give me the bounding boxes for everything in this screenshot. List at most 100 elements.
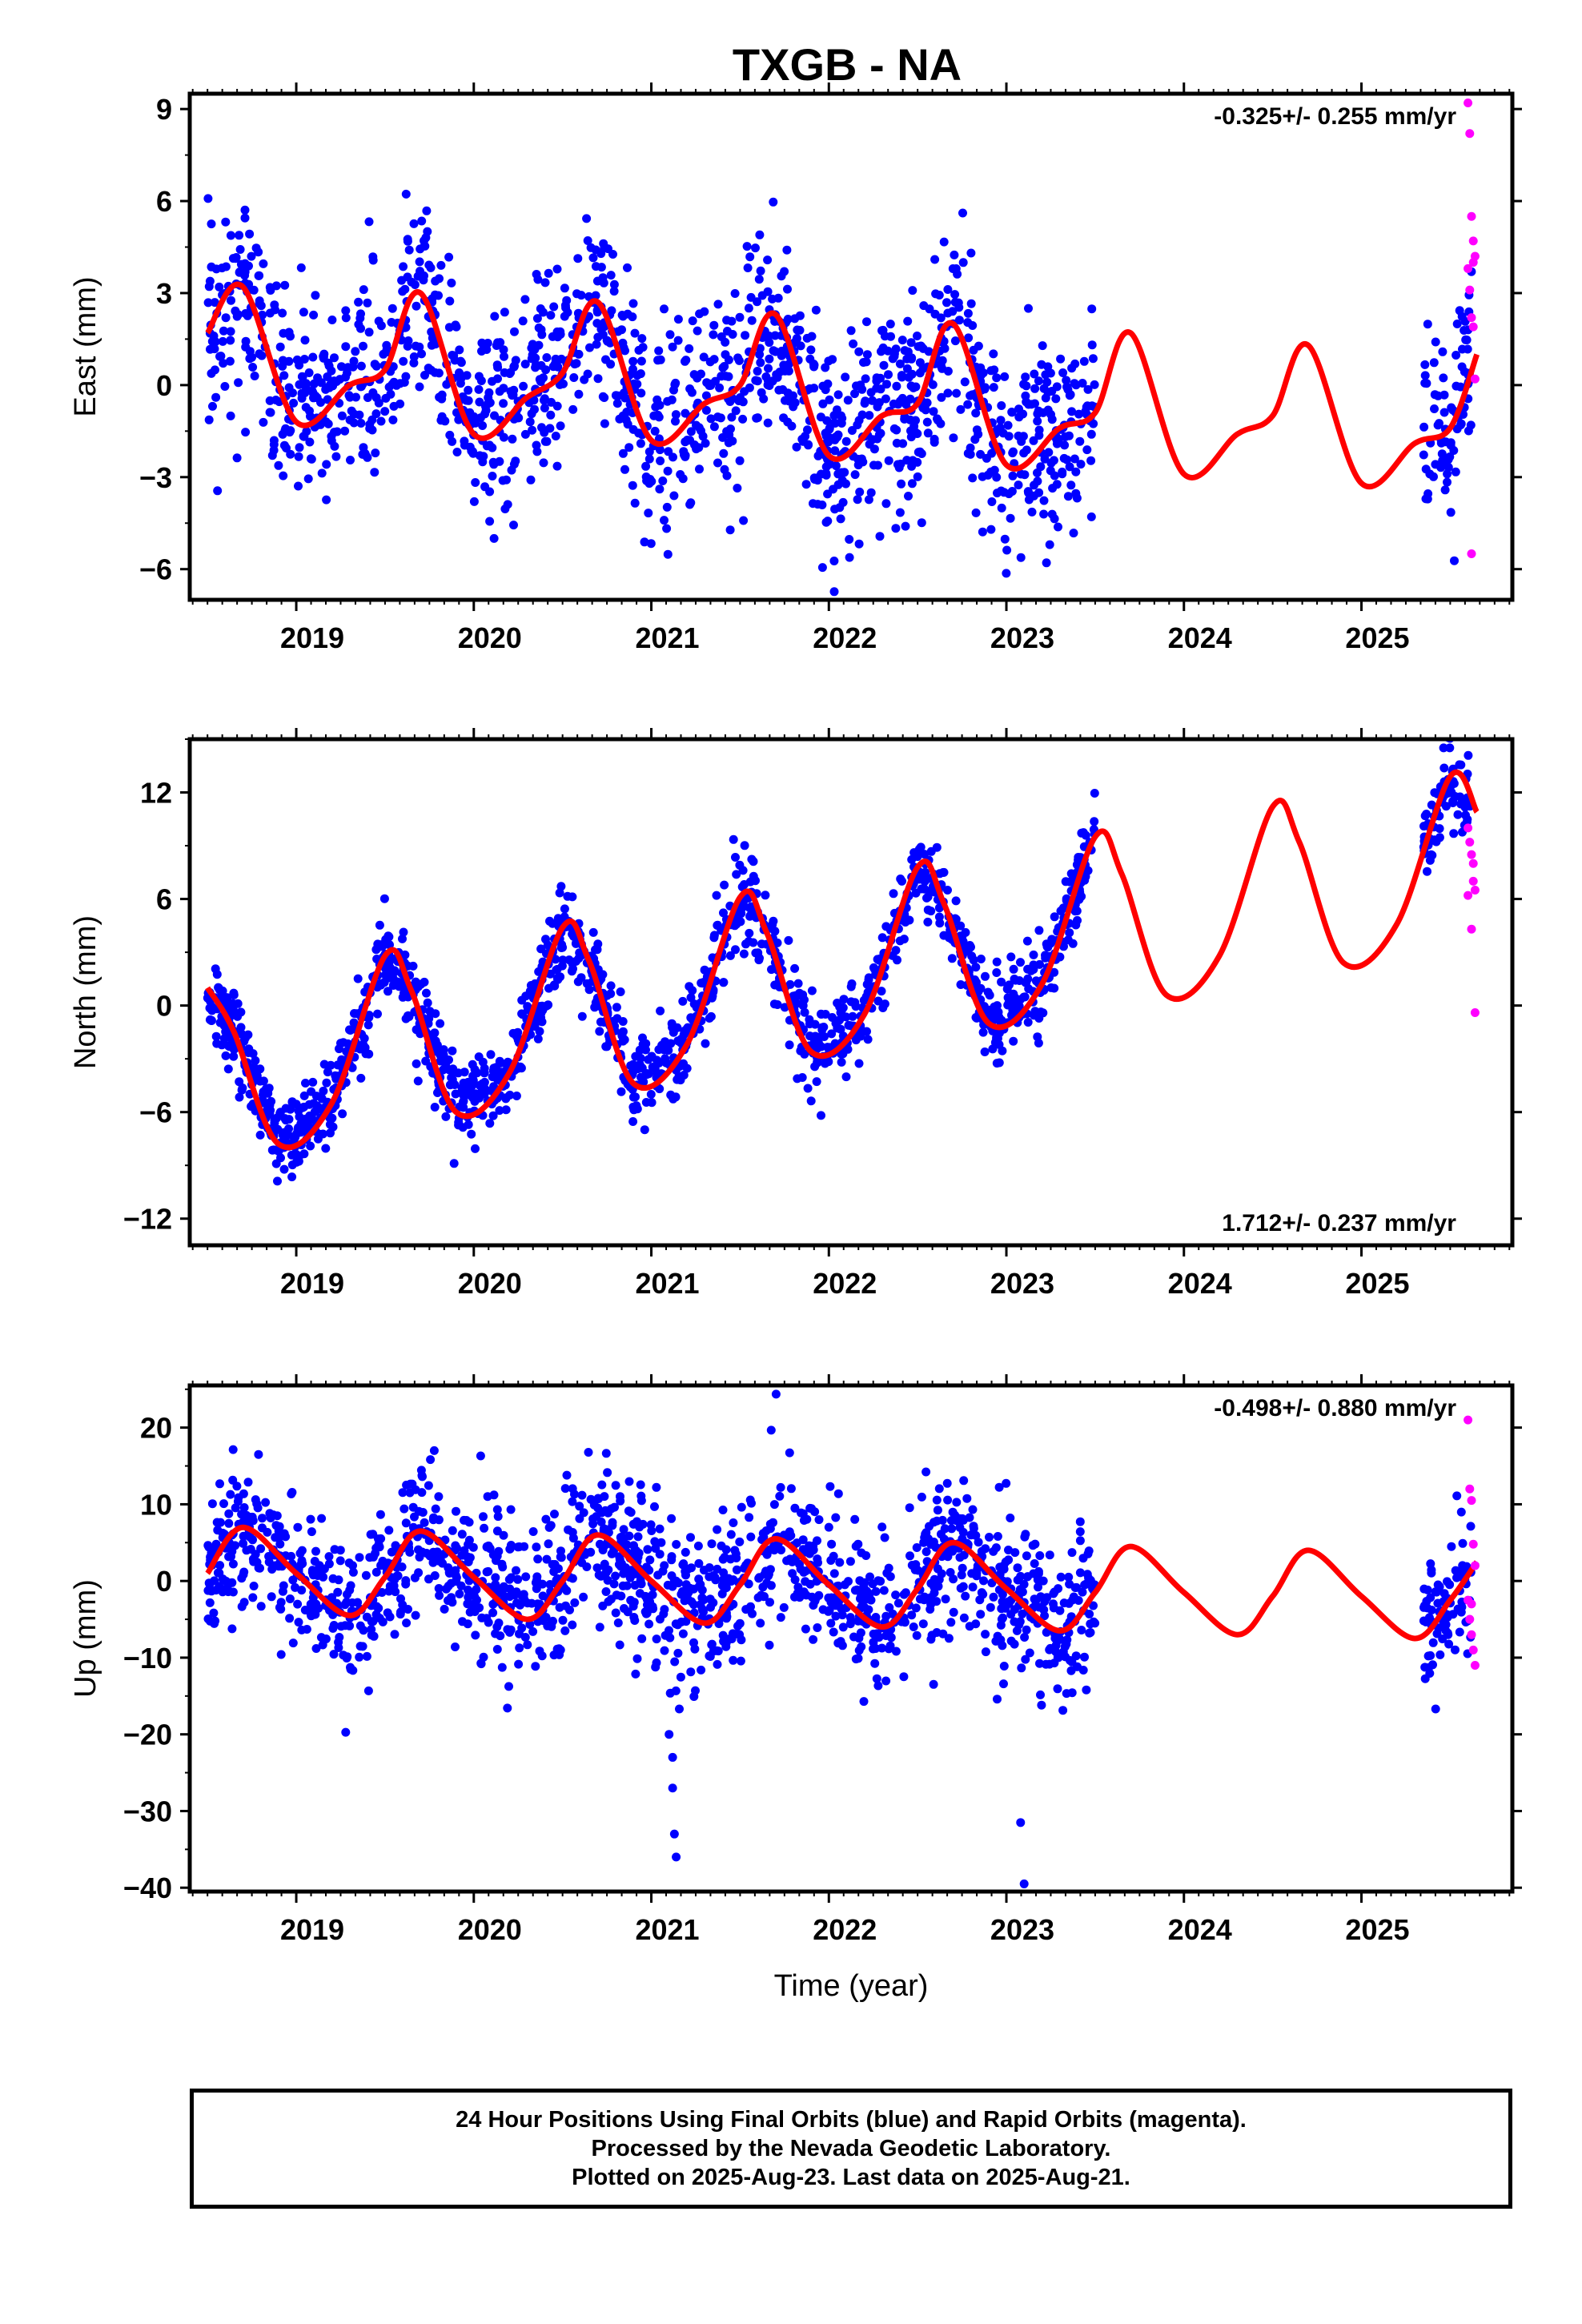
final-point xyxy=(862,350,872,360)
rapid-point xyxy=(1467,211,1476,221)
chart-title: TXGB - NA xyxy=(733,39,962,90)
rapid-orbit-points xyxy=(1464,823,1480,1018)
final-point xyxy=(980,1047,990,1056)
final-point xyxy=(712,891,721,900)
final-point xyxy=(642,1609,652,1618)
final-point xyxy=(349,418,359,428)
final-point xyxy=(631,1669,640,1679)
model-fit-line xyxy=(205,281,1480,489)
final-point xyxy=(921,1467,931,1477)
final-point xyxy=(946,1618,956,1627)
final-point xyxy=(398,1600,408,1610)
final-point xyxy=(1086,429,1096,439)
final-point xyxy=(1034,926,1044,935)
final-point xyxy=(646,539,656,549)
final-point xyxy=(301,379,311,388)
final-point xyxy=(1002,545,1012,555)
final-point xyxy=(706,414,716,424)
final-point xyxy=(516,1063,526,1073)
final-point xyxy=(1075,436,1085,446)
final-point xyxy=(667,1514,677,1523)
final-point xyxy=(442,380,452,389)
final-point xyxy=(552,264,562,274)
final-point xyxy=(933,1564,942,1574)
final-point xyxy=(274,460,283,470)
final-point xyxy=(656,355,665,364)
final-point xyxy=(343,1652,352,1662)
final-point xyxy=(607,1549,616,1558)
final-point xyxy=(1011,1001,1020,1011)
final-point xyxy=(743,263,753,272)
final-point xyxy=(1072,493,1082,503)
final-point xyxy=(874,398,884,408)
final-point xyxy=(918,364,928,373)
final-point xyxy=(448,1526,457,1535)
final-point xyxy=(365,1553,375,1562)
final-point xyxy=(939,237,949,247)
final-point xyxy=(1050,912,1059,922)
final-point xyxy=(719,448,729,458)
final-point xyxy=(971,963,981,972)
final-point xyxy=(1029,436,1038,445)
final-point xyxy=(368,252,378,262)
final-point xyxy=(877,987,886,996)
final-point xyxy=(911,416,920,425)
final-point xyxy=(609,1579,619,1589)
final-point xyxy=(360,448,370,458)
final-point xyxy=(951,915,961,924)
final-point xyxy=(1067,407,1077,416)
final-point xyxy=(884,1627,893,1637)
final-point xyxy=(485,1119,495,1128)
final-point xyxy=(207,1499,217,1509)
final-point xyxy=(221,1027,231,1036)
final-point xyxy=(943,388,953,398)
final-point xyxy=(1040,1611,1050,1621)
final-point xyxy=(1002,569,1011,578)
final-point xyxy=(665,330,675,340)
final-point xyxy=(549,302,559,312)
final-point xyxy=(774,385,784,395)
final-point xyxy=(404,1011,412,1020)
final-point xyxy=(831,1513,841,1522)
final-point xyxy=(857,410,867,420)
final-point xyxy=(686,1667,696,1677)
final-point xyxy=(1038,341,1047,351)
final-point xyxy=(433,1088,442,1097)
plot-frame xyxy=(187,91,1515,602)
final-orbit-points xyxy=(203,189,1476,597)
final-point xyxy=(235,245,245,254)
final-point xyxy=(693,373,702,383)
final-point xyxy=(897,336,907,345)
rapid-point xyxy=(1468,858,1478,868)
final-point xyxy=(546,311,556,320)
final-point xyxy=(258,310,267,320)
final-point xyxy=(745,903,754,913)
final-point xyxy=(1022,445,1031,455)
final-point xyxy=(771,1389,781,1399)
final-point xyxy=(287,1097,297,1107)
final-point xyxy=(542,353,552,362)
final-point xyxy=(472,1068,482,1078)
final-point xyxy=(224,1509,234,1518)
final-point xyxy=(246,1545,255,1554)
final-point xyxy=(801,1566,811,1576)
final-point xyxy=(375,1510,385,1519)
final-point xyxy=(592,276,602,286)
x-tick-label: 2020 xyxy=(458,621,522,654)
final-point xyxy=(813,1558,822,1567)
final-point xyxy=(532,1542,541,1552)
final-point xyxy=(254,1563,263,1573)
final-point xyxy=(379,894,389,903)
final-point xyxy=(594,1570,604,1580)
final-point xyxy=(601,1449,611,1458)
final-point xyxy=(789,402,798,412)
final-point xyxy=(371,1610,381,1619)
final-point xyxy=(444,323,454,332)
final-point xyxy=(753,297,762,307)
final-point xyxy=(817,1111,825,1120)
final-point xyxy=(505,1544,515,1554)
final-point xyxy=(225,356,235,366)
final-point xyxy=(580,375,589,384)
final-point xyxy=(219,1499,228,1509)
final-point xyxy=(825,395,834,404)
